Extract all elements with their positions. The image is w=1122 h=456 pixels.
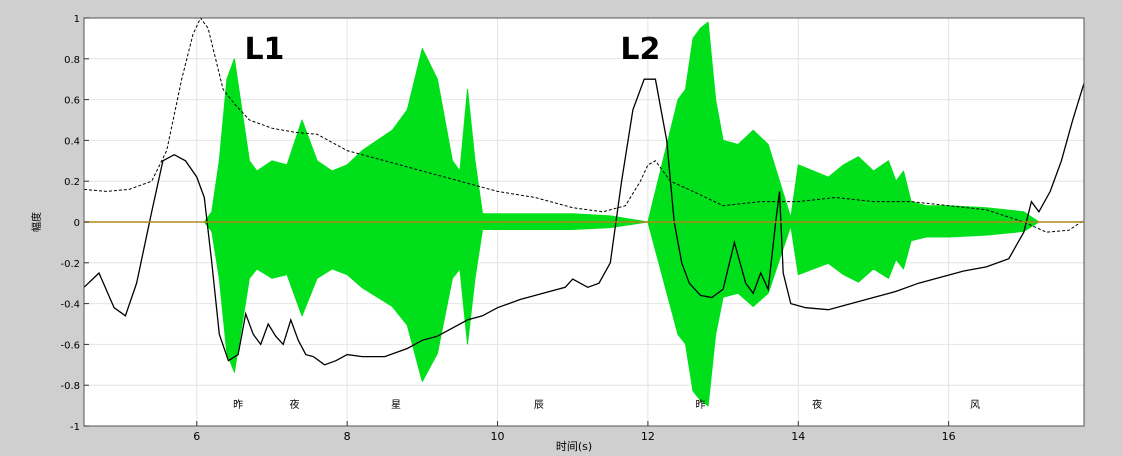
syllable-label: 辰 [534, 399, 544, 411]
syllable-label: 风 [970, 399, 980, 411]
syllable-label: 昨 [233, 399, 243, 411]
syllable-label: 夜 [812, 398, 822, 411]
syllable-label: 夜 [290, 398, 300, 411]
syllable-label: 昨 [696, 399, 706, 411]
y-tick-label: -0.2 [60, 259, 80, 270]
y-axis-label: 幅度 [30, 212, 43, 232]
y-tick-label: 0.2 [64, 177, 80, 188]
x-axis-label: 时间(s) [556, 440, 592, 452]
y-tick-label: -0.4 [60, 300, 80, 311]
x-tick-label: 6 [193, 430, 200, 443]
y-tick-label: 0.4 [64, 136, 80, 147]
y-tick-label: -0.6 [60, 340, 80, 351]
y-tick-label: 0 [74, 218, 80, 229]
x-tick-label: 14 [791, 430, 805, 443]
x-tick-label: 12 [641, 430, 655, 443]
syllable-label: 星 [391, 399, 401, 411]
solid-series-line [83, 78, 1085, 366]
x-tick-label: 8 [344, 430, 351, 443]
y-tick-label: 0.6 [64, 96, 80, 107]
dashed-series-line [83, 17, 1085, 233]
y-tick-label: -0.8 [60, 381, 80, 392]
annotation-label: L1 [244, 32, 284, 67]
x-tick-label: 16 [942, 430, 956, 443]
y-tick-label: 1 [74, 14, 80, 25]
labels: 时间(s) 幅度昨 夜 星 辰 昨 夜 风 L1 L2 [30, 32, 980, 453]
y-tick-label: -1 [70, 422, 80, 433]
y-tick-label: 0.8 [64, 55, 80, 66]
x-tick-label: 10 [491, 430, 505, 443]
axes: 6 8 10 12 14 16 -1 -0.8 -0.6 -0.4 -0.2 0 0.2 0.4 0.6 0.… [60, 14, 1085, 443]
annotation-label: L2 [620, 32, 660, 67]
